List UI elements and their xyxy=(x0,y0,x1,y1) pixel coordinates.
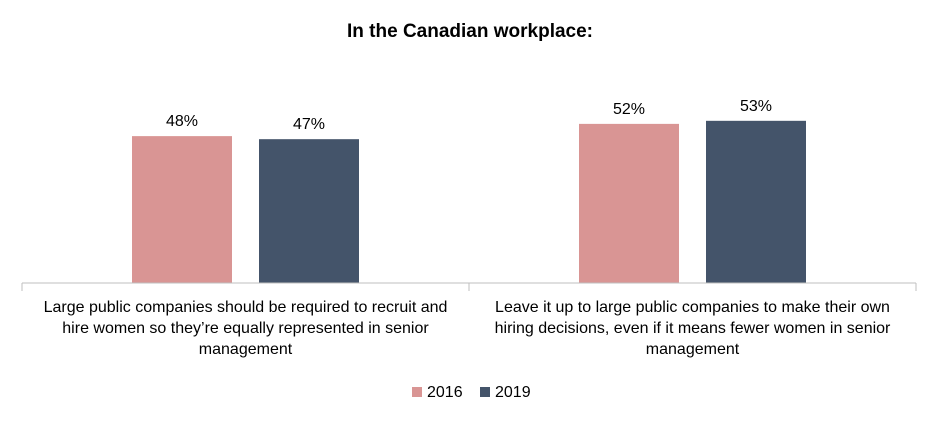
data-label-2019-category-1: 47% xyxy=(293,116,325,133)
data-label-2016-category-2: 52% xyxy=(613,101,645,118)
category-label-line: Leave it up to large public companies to… xyxy=(495,299,890,316)
bars-group xyxy=(132,120,806,283)
bar-2019-category-1 xyxy=(259,139,359,283)
data-label-2019-category-2: 53% xyxy=(740,98,772,115)
legend-label-2016: 2016 xyxy=(427,384,463,401)
legend-label-2019: 2019 xyxy=(495,384,531,401)
data-labels-group: 48% 47% 52% 53% xyxy=(166,98,772,133)
chart-title: In the Canadian workplace: xyxy=(347,21,593,42)
category-label-line: hire women so they’re equally represente… xyxy=(62,320,429,337)
bar-2016-category-1 xyxy=(132,136,232,283)
legend-swatch-2019 xyxy=(480,387,490,397)
category-label-2: Leave it up to large public companies to… xyxy=(495,299,891,358)
bar-2016-category-2 xyxy=(579,123,679,283)
category-label-line: management xyxy=(199,341,293,358)
data-label-2016-category-1: 48% xyxy=(166,113,198,130)
x-axis xyxy=(21,282,917,291)
category-labels-group: Large public companies should be require… xyxy=(44,299,891,358)
category-label-line: hiring decisions, even if it means fewer… xyxy=(495,320,891,337)
category-label-line: Large public companies should be require… xyxy=(44,299,448,316)
bar-2019-category-2 xyxy=(706,120,806,283)
legend: 2016 2019 xyxy=(412,384,531,401)
category-label-line: management xyxy=(646,341,740,358)
category-label-1: Large public companies should be require… xyxy=(44,299,448,358)
legend-swatch-2016 xyxy=(412,387,422,397)
